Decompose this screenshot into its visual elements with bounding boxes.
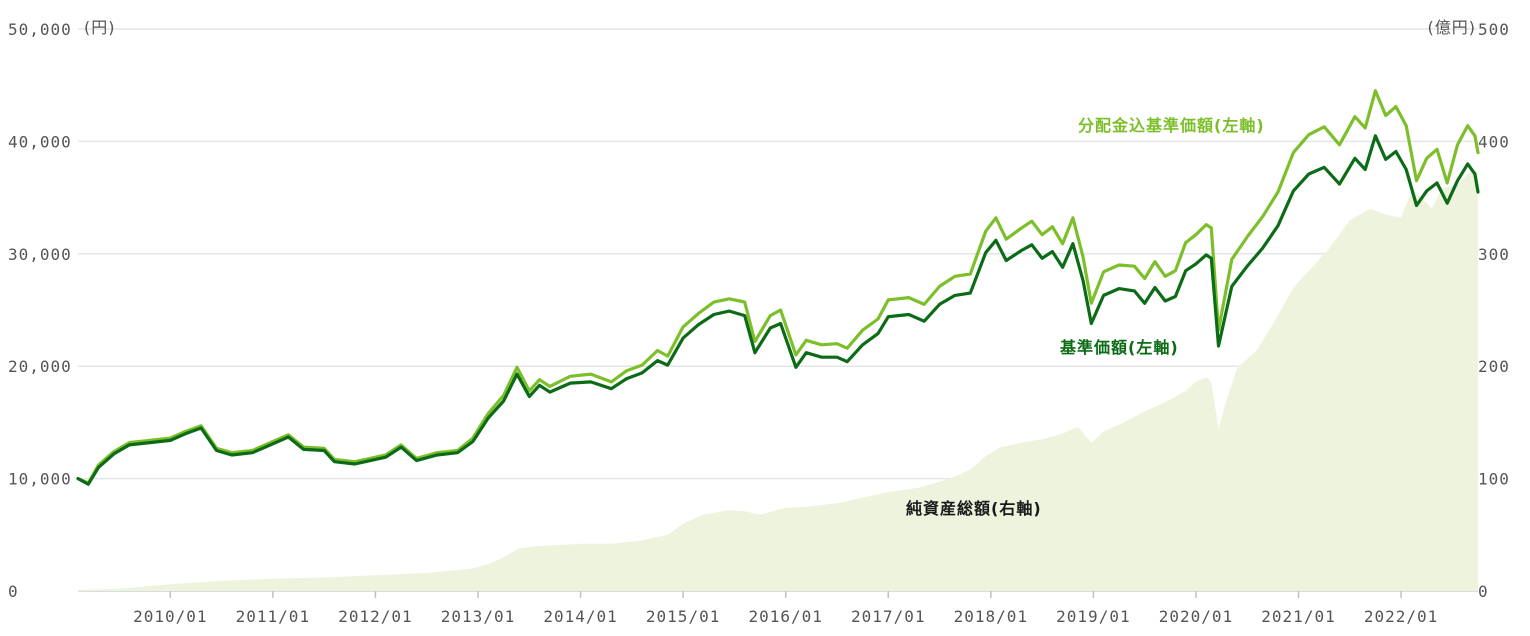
series-label-nav-with-distribution: 分配金込基準価額(左軸) [1078,116,1265,135]
x-tick-label: 2015/01 [646,607,720,626]
x-axis-ticks: 2010/01 2011/01 2012/01 2013/01 2014/01 2015/… [133,591,1438,626]
x-tick-label: 2020/01 [1159,607,1233,626]
x-tick-label: 2011/01 [236,607,310,626]
x-tick-label: 2018/01 [954,607,1028,626]
left-tick-label: 30,000 [8,245,72,264]
left-axis-unit: (円) [84,18,116,37]
x-tick-label: 2019/01 [1056,607,1130,626]
nav-line [76,134,1480,486]
x-tick-label: 2010/01 [133,607,207,626]
right-tick-label: 500 [1478,20,1510,39]
x-tick-label: 2014/01 [543,607,617,626]
series-label-nav: 基準価額(左軸) [1059,338,1179,357]
x-tick-label: 2013/01 [441,607,515,626]
x-tick-label: 2012/01 [338,607,412,626]
x-tick-label: 2016/01 [748,607,822,626]
right-tick-label: 0 [1478,582,1489,601]
left-tick-label: 20,000 [8,357,72,376]
right-tick-label: 100 [1478,470,1510,489]
right-tick-label: 300 [1478,245,1510,264]
left-tick-label: 40,000 [8,132,72,151]
left-tick-label: 50,000 [8,20,72,39]
x-tick-label: 2022/01 [1364,607,1438,626]
series-label-net-assets: 純資産総額(右軸) [906,499,1042,518]
x-tick-label: 2017/01 [851,607,925,626]
net-assets-area [78,169,1478,591]
right-axis-unit: (億円) [1428,18,1477,37]
net-assets-area-shape [78,169,1478,591]
left-tick-label: 10,000 [8,470,72,489]
nav-with-distribution-line [76,89,1480,485]
series-lines [76,89,1480,486]
left-axis-ticks: 0 10,000 20,000 30,000 40,000 50,000 [8,20,72,601]
x-tick-label: 2021/01 [1261,607,1335,626]
right-tick-label: 200 [1478,357,1510,376]
right-tick-label: 400 [1478,132,1510,151]
left-tick-label: 0 [8,582,19,601]
right-axis-ticks: 0 100 200 300 400 500 [1478,20,1510,601]
